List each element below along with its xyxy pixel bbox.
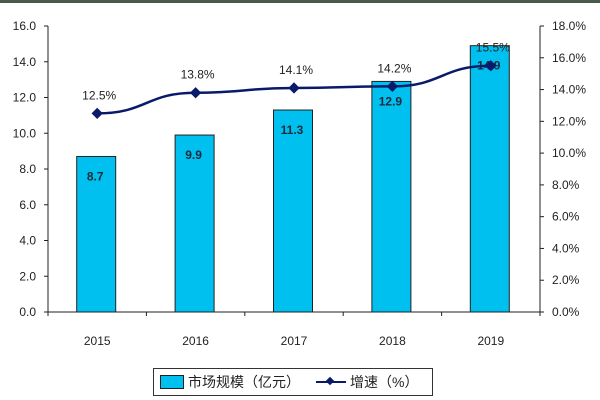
bar-data-label: 9.9	[185, 148, 202, 162]
left-tick-label: 12.0	[13, 91, 37, 105]
x-tick-label: 2018	[379, 334, 406, 348]
right-tick-label: 0.0%	[552, 305, 580, 319]
growth-data-label: 15.5%	[476, 41, 510, 55]
right-tick-label: 12.0%	[552, 114, 586, 128]
left-tick-label: 4.0	[19, 234, 36, 248]
legend: 市场规模（亿元） 增速（%）	[153, 368, 433, 396]
bar-data-label: 8.7	[87, 169, 104, 183]
right-tick-label: 10.0%	[552, 146, 586, 160]
right-tick-label: 14.0%	[552, 83, 586, 97]
legend-line-swatch	[316, 376, 346, 388]
growth-data-label: 14.2%	[377, 61, 411, 75]
left-tick-label: 0.0	[19, 305, 36, 319]
bar	[371, 80, 412, 313]
growth-marker	[91, 107, 103, 120]
right-tick-label: 8.0%	[552, 178, 580, 192]
growth-data-label: 12.5%	[82, 88, 116, 102]
left-tick-label: 10.0	[13, 126, 37, 140]
growth-marker	[189, 87, 202, 99]
bar	[273, 109, 313, 313]
left-tick-label: 2.0	[19, 269, 36, 283]
bar-data-label: 11.3	[281, 123, 304, 137]
bar	[174, 134, 215, 313]
growth-data-label: 13.8%	[181, 68, 215, 82]
x-tick-label: 2017	[281, 334, 308, 348]
bar	[469, 45, 510, 313]
right-tick-label: 2.0%	[552, 273, 580, 287]
legend-line-label: 增速（%）	[350, 374, 419, 390]
x-tick-label: 2019	[477, 334, 504, 348]
left-tick-label: 8.0	[19, 162, 36, 176]
growth-data-label: 14.1%	[279, 63, 313, 77]
x-tick-label: 2016	[182, 334, 209, 348]
growth-marker	[288, 82, 300, 94]
bar-data-label: 12.9	[379, 94, 403, 108]
left-tick-label: 16.0	[13, 19, 37, 33]
legend-bar-swatch	[160, 375, 184, 389]
x-tick-label: 2015	[84, 334, 111, 348]
right-tick-label: 6.0%	[552, 210, 580, 224]
left-tick-label: 6.0	[19, 198, 36, 212]
right-tick-label: 16.0%	[552, 51, 586, 65]
bar	[76, 155, 117, 313]
left-tick-label: 14.0	[13, 55, 37, 69]
legend-bar-label: 市场规模（亿元）	[188, 374, 300, 390]
right-tick-label: 18.0%	[552, 19, 586, 33]
right-tick-label: 4.0%	[552, 241, 580, 255]
